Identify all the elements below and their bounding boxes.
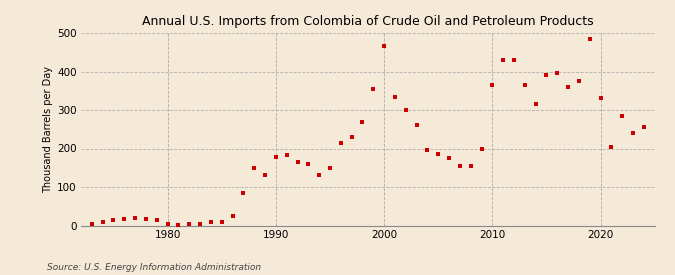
Point: [389, 94, 400, 99]
Point: [411, 123, 422, 128]
Point: [119, 216, 130, 221]
Point: [585, 37, 595, 41]
Point: [497, 58, 508, 62]
Point: [563, 85, 574, 89]
Point: [465, 164, 476, 168]
Point: [509, 58, 520, 62]
Point: [184, 222, 194, 226]
Point: [151, 218, 162, 222]
Point: [260, 173, 271, 178]
Point: [292, 160, 303, 164]
Point: [552, 71, 563, 76]
Point: [140, 216, 151, 221]
Point: [379, 44, 389, 49]
Point: [130, 216, 140, 220]
Point: [346, 135, 357, 139]
Point: [281, 153, 292, 157]
Point: [162, 222, 173, 227]
Point: [368, 87, 379, 91]
Point: [476, 146, 487, 151]
Point: [617, 114, 628, 118]
Point: [357, 119, 368, 124]
Point: [487, 83, 497, 87]
Point: [216, 219, 227, 224]
Point: [108, 218, 119, 222]
Point: [97, 219, 108, 224]
Y-axis label: Thousand Barrels per Day: Thousand Barrels per Day: [43, 66, 53, 193]
Point: [249, 166, 260, 170]
Point: [628, 131, 639, 135]
Point: [227, 214, 238, 218]
Point: [325, 166, 335, 170]
Point: [574, 79, 585, 83]
Point: [443, 156, 454, 160]
Point: [194, 221, 205, 226]
Point: [606, 144, 617, 149]
Point: [520, 83, 531, 87]
Text: Source: U.S. Energy Information Administration: Source: U.S. Energy Information Administ…: [47, 263, 261, 272]
Point: [335, 141, 346, 145]
Point: [271, 155, 281, 159]
Point: [639, 125, 649, 130]
Point: [205, 220, 216, 225]
Point: [541, 73, 552, 78]
Point: [400, 108, 411, 112]
Point: [433, 152, 443, 156]
Title: Annual U.S. Imports from Colombia of Crude Oil and Petroleum Products: Annual U.S. Imports from Colombia of Cru…: [142, 15, 594, 28]
Point: [595, 96, 606, 101]
Point: [422, 148, 433, 153]
Point: [314, 173, 325, 178]
Point: [454, 164, 465, 168]
Point: [173, 222, 184, 227]
Point: [531, 102, 541, 106]
Point: [303, 162, 314, 166]
Point: [238, 191, 249, 195]
Point: [86, 221, 97, 226]
